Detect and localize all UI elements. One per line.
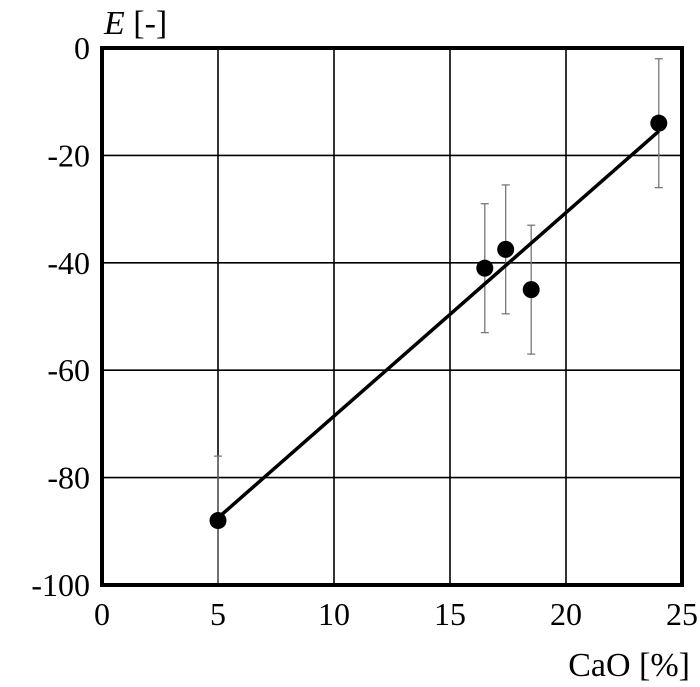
plot-frame [100, 46, 684, 587]
error-bars [214, 58, 663, 586]
y-axis-symbol: E [103, 5, 125, 42]
y-tick-label-4: -80 [47, 460, 90, 496]
y-tick-label-0: 0 [74, 30, 90, 66]
data-point-2 [497, 240, 515, 258]
fit-line [216, 129, 660, 520]
data-points [209, 114, 668, 530]
data-point-4 [650, 114, 668, 132]
data-point-3 [522, 281, 540, 299]
y-tick-label-3: -60 [47, 352, 90, 388]
x-tick-label-4: 20 [550, 596, 582, 632]
x-tick-label-5: 25 [666, 596, 698, 632]
y-tick-label-1: -20 [47, 137, 90, 173]
y-axis-label: E [-] [103, 5, 167, 42]
data-point-0 [209, 512, 227, 530]
y-axis-unit: [-] [125, 5, 167, 42]
x-tick-label-2: 10 [318, 596, 350, 632]
y-tick-label-5: -100 [31, 567, 90, 603]
x-axis-label: CaO [%] [568, 647, 690, 684]
x-tick-label-0: 0 [94, 596, 110, 632]
data-point-1 [476, 259, 494, 277]
x-tick-labels: 0 5 10 15 20 25 [94, 596, 698, 632]
grid [102, 48, 682, 585]
x-tick-label-3: 15 [434, 596, 466, 632]
y-tick-label-2: -40 [47, 245, 90, 281]
x-tick-label-1: 5 [210, 596, 226, 632]
y-tick-labels: 0 -20 -40 -60 -80 -100 [31, 30, 90, 603]
